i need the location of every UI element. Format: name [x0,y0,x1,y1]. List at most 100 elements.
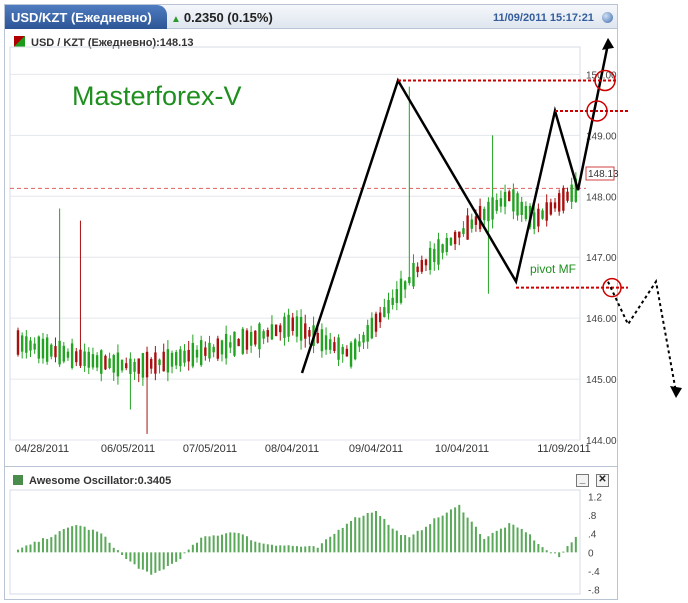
osc-bar [416,530,419,553]
osc-bar [71,526,74,553]
candle-body [574,178,578,202]
osc-bar [166,552,169,566]
candle-body [387,299,390,314]
osc-bar [487,536,490,553]
osc-bar [537,544,540,553]
osc-bar [154,552,157,573]
x-tick-label: 09/04/2011 [349,443,403,455]
candle-body [499,198,503,207]
candle-body [491,197,494,220]
osc-bar [458,504,461,553]
osc-bar [304,546,307,553]
osc-bar [171,552,174,564]
osc-bar [545,550,548,553]
price-chart-title: USD / KZT (Ежедневно):148.13 [14,36,193,49]
settings-icon[interactable] [602,12,613,23]
candle-body [208,342,211,359]
candle-body [25,336,28,353]
osc-bar [220,534,223,553]
candle-body [416,266,419,273]
osc-bar [520,528,523,553]
change-value: 0.2350 (0.15%) [183,10,273,25]
candle-body [378,312,382,323]
candle-body [508,191,511,202]
candle-body [408,276,411,284]
candle-body [62,345,65,362]
candle-body [487,201,490,222]
arrow-head [602,37,614,50]
pivot-circle [602,277,622,298]
candle-body [45,337,49,362]
osc-bar [150,552,153,575]
osc-bar [499,528,502,553]
candle-body [195,349,199,358]
osc-bar [558,552,561,558]
candle-body [533,212,536,229]
osc-bar [437,517,440,553]
osc-bar [424,526,427,553]
osc-bar [320,543,323,553]
candle-body [70,343,74,368]
symbol-tab[interactable]: USD/KZT (Ежедневно) [5,5,167,29]
osc-bar [121,552,124,556]
osc-bar [391,528,394,553]
osc-bar [358,517,361,553]
level-circle [594,69,616,92]
osc-bar [254,541,257,553]
osc-bar [75,525,78,553]
osc-bar [83,526,86,553]
oscillator-title: Awesome Oscillator:0.3405 [13,475,171,487]
osc-tick-label: 1.2 [588,492,602,503]
osc-bar [333,533,336,553]
osc-bar [562,551,565,553]
osc-bar [508,523,511,553]
osc-tick-label: 0 [588,548,594,559]
candle-body [520,201,523,215]
osc-bar [412,534,415,553]
osc-bar [549,552,552,554]
osc-bar [175,552,178,562]
osc-bar [37,541,40,553]
y-tick-label: 144.00 [586,436,617,447]
osc-bar [316,547,319,553]
candle-body [100,350,103,374]
minimize-button[interactable]: _ [576,474,589,487]
osc-bar [196,542,199,553]
candle-body [154,352,157,374]
osc-bar [337,529,340,553]
candle-body [145,351,149,378]
osc-bar [404,535,407,553]
osc-tick-label: .8 [588,511,597,522]
candle-body [562,187,565,211]
osc-bar [62,529,65,553]
candle-body [87,351,90,368]
candle-body [370,317,374,339]
osc-bar [433,518,436,553]
candle-body [179,349,182,367]
price-change: ▲ 0.2350 (0.15%) [171,10,273,25]
candle-body [37,336,41,359]
osc-bar [495,530,498,553]
close-button[interactable]: ✕ [596,474,609,487]
candle-body [108,358,111,369]
candle-body [358,341,361,347]
forecast-arrow-head [670,386,682,398]
osc-bar [375,510,378,553]
osc-bar [283,545,286,553]
osc-bar [66,527,69,553]
candle-body [129,358,132,374]
candle-body [187,349,190,362]
x-tick-label: 08/04/2011 [265,443,319,455]
osc-bar [408,537,411,553]
candle-body [183,350,186,363]
osc-bar [21,547,24,553]
candle-body [50,344,53,357]
osc-bar [570,542,573,553]
osc-bar [133,552,136,565]
candle-body [220,340,224,355]
candle-body [54,346,57,358]
oscillator-label: Awesome Oscillator:0.3405 [29,475,172,487]
candle-body [453,231,457,245]
candle-body [333,342,336,351]
